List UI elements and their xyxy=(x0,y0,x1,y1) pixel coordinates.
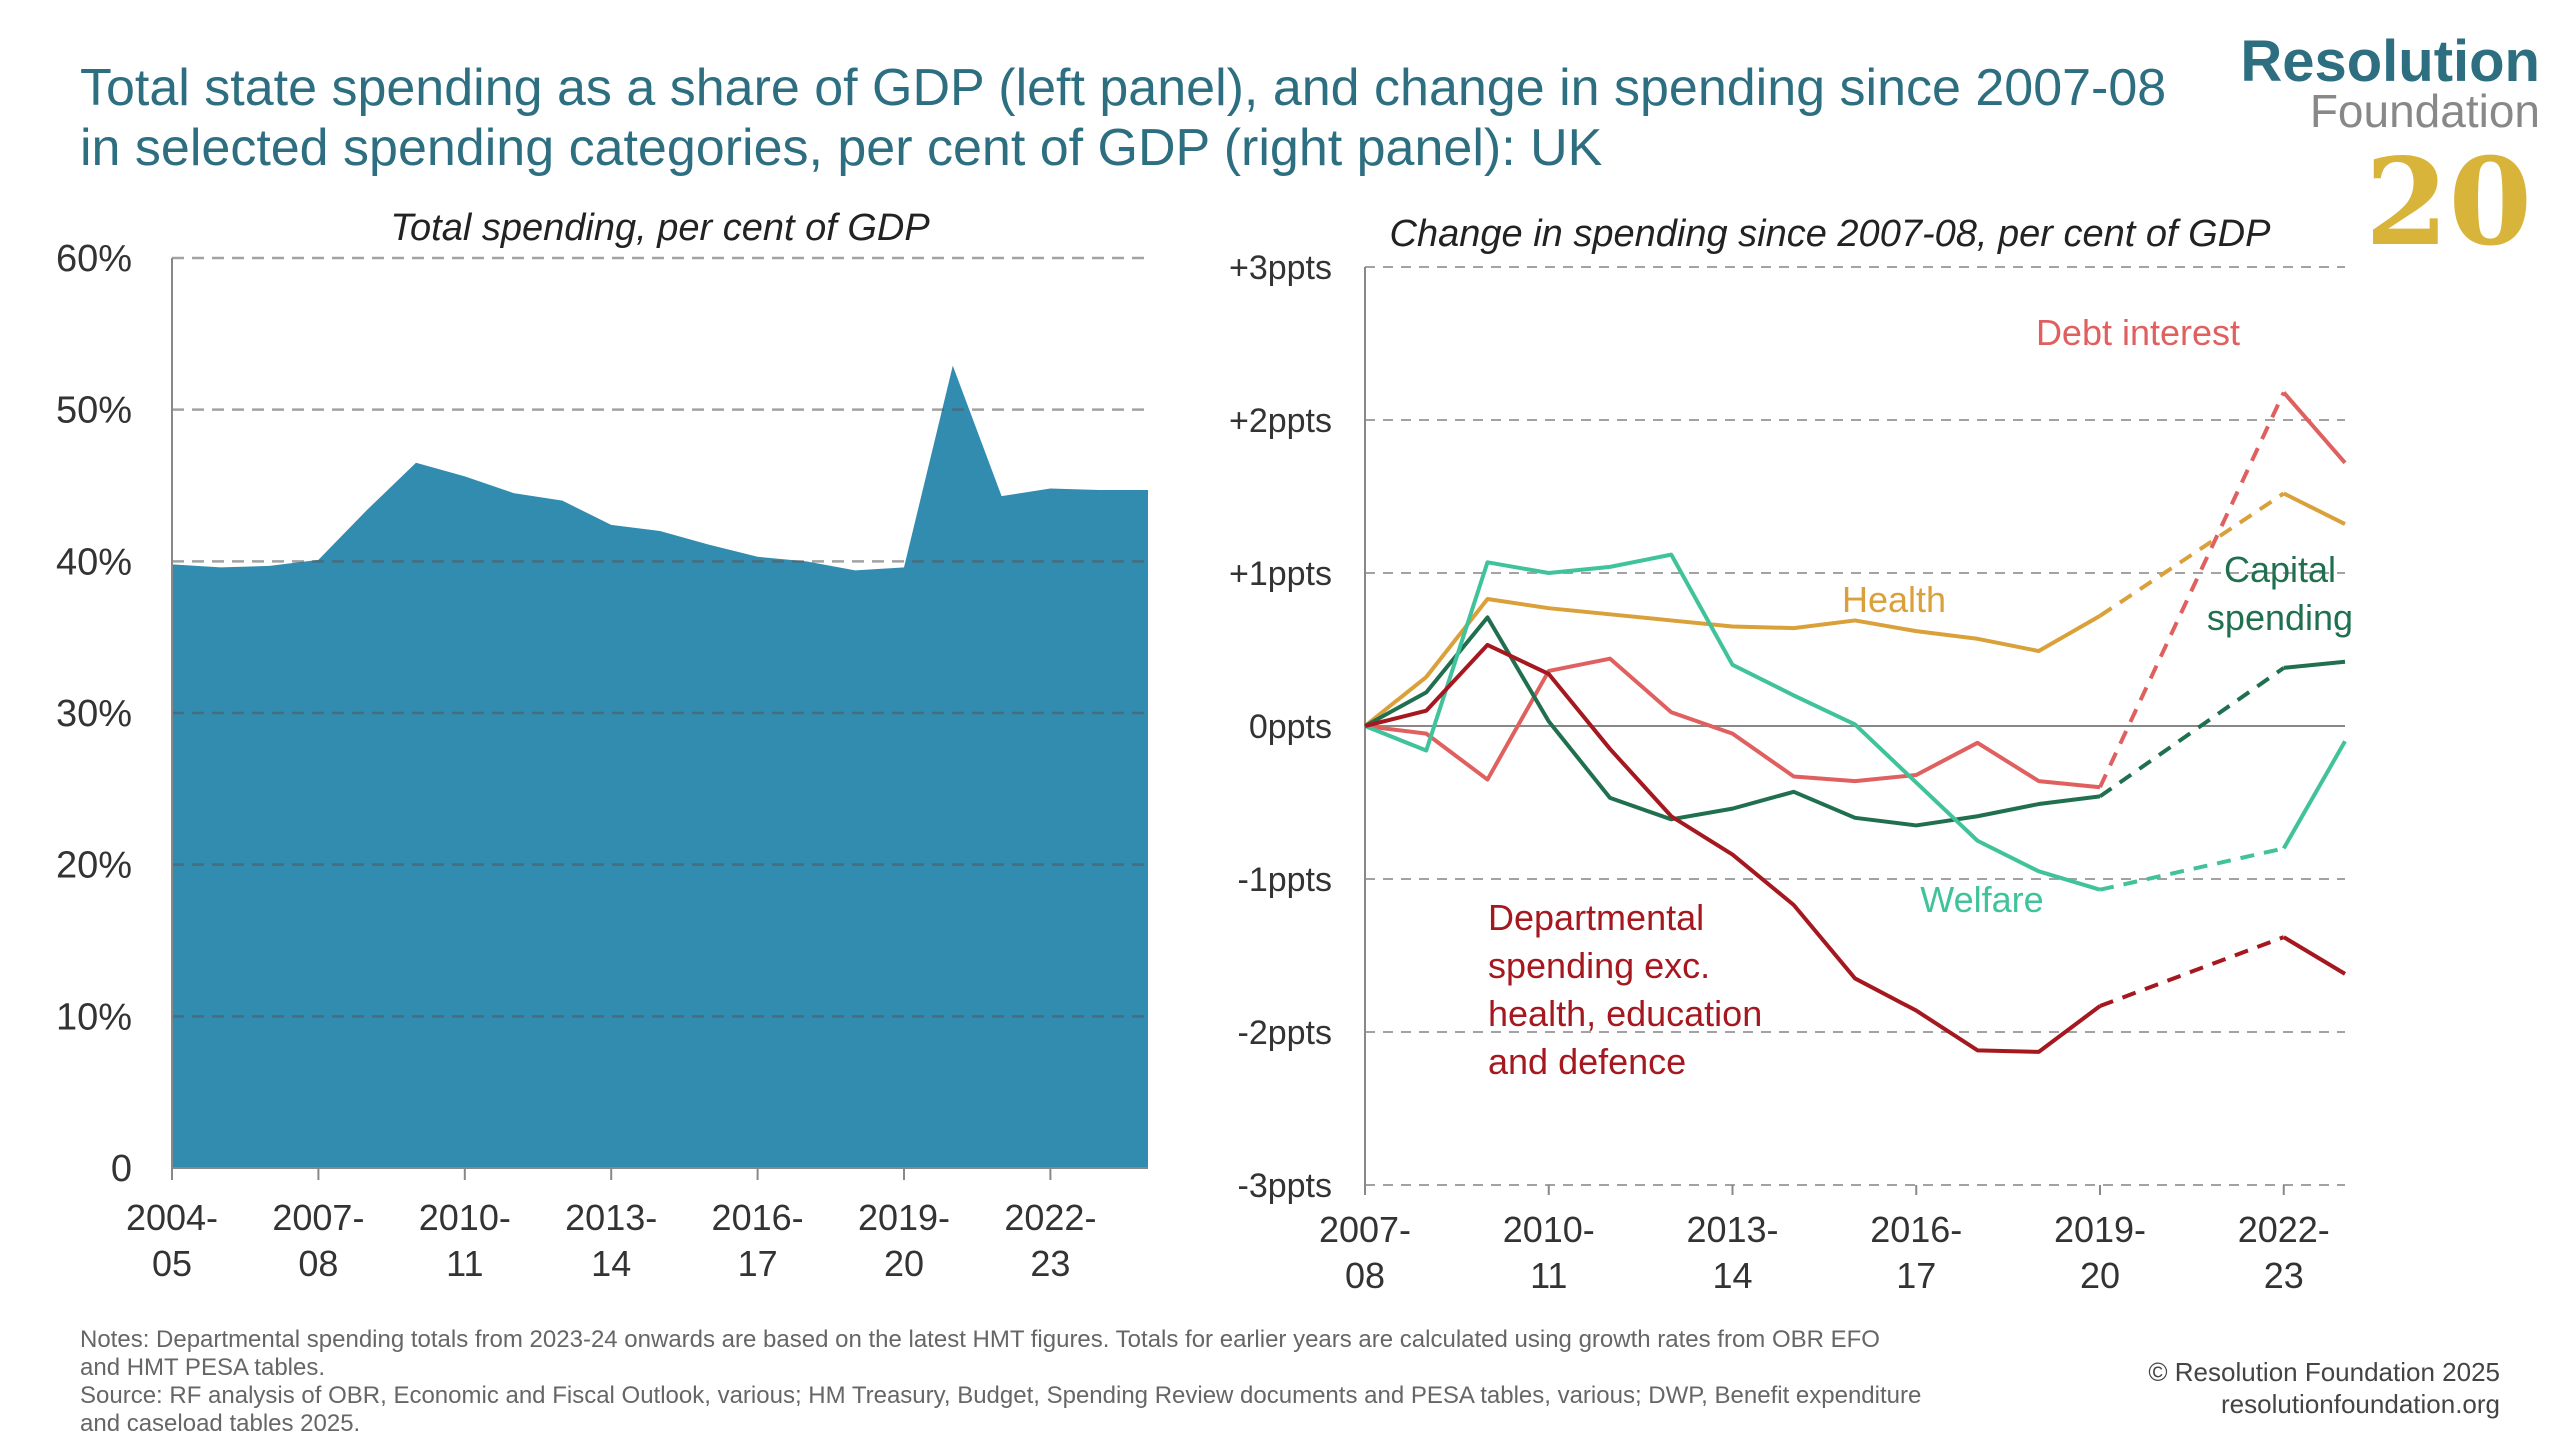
right-x-tick-label: 20 xyxy=(2080,1255,2120,1296)
right-x-tick-label: 17 xyxy=(1896,1255,1936,1296)
total-spending-area xyxy=(172,365,1148,1168)
right-y-tick-label: +1ppts xyxy=(1229,555,1332,593)
health-line-solid xyxy=(1363,597,2101,728)
left-x-tick-label: 20 xyxy=(884,1243,924,1284)
departmental-spending-exc-health-education-and-defence-label: health, education xyxy=(1488,993,1762,1034)
left-x-tick-label: 05 xyxy=(152,1243,192,1284)
left-x-tick-label: 2007- xyxy=(272,1197,364,1238)
resolution-foundation-logo: Resolution Foundation 20 xyxy=(2240,28,2540,273)
credit-block: © Resolution Foundation 2025 resolutionf… xyxy=(2148,1356,2500,1420)
left-y-tick-label: 0 xyxy=(111,1148,132,1190)
left-y-tick-label: 20% xyxy=(56,845,132,887)
right-x-tick-label: 2007- xyxy=(1319,1209,1411,1250)
copyright-text: © Resolution Foundation 2025 xyxy=(2148,1357,2500,1387)
notes-line-1: Notes: Departmental spending totals from… xyxy=(80,1326,1880,1353)
capital-spending-line-solid xyxy=(1364,615,2101,828)
left-x-tick-label: 2004- xyxy=(126,1197,218,1238)
source-line-2: and caseload tables 2025. xyxy=(80,1410,361,1437)
capital-spending-label: Capital xyxy=(2224,549,2336,590)
left-x-tick-label: 14 xyxy=(591,1243,631,1284)
left-y-tick-label: 60% xyxy=(56,238,132,280)
welfare-line-end xyxy=(2282,740,2347,850)
website-text: resolutionfoundation.org xyxy=(2221,1389,2500,1419)
right-x-tick-label: 2013- xyxy=(1686,1209,1778,1250)
right-x-tick-label: 08 xyxy=(1345,1255,1385,1296)
left-x-tick-label: 23 xyxy=(1030,1243,1070,1284)
debt-interest-line-solid xyxy=(1364,656,2101,790)
left-y-tick-label: 30% xyxy=(56,693,132,735)
departmental-spending-exc-health-education-and-defence-label: Departmental xyxy=(1488,897,1704,938)
right-y-tick-label: 0ppts xyxy=(1249,708,1332,746)
left-x-tick-label: 2016- xyxy=(712,1197,804,1238)
departmental-spending-exc-health-education-and-defence-line-dashed xyxy=(2099,935,2285,1008)
health-line-end xyxy=(2282,491,2346,526)
chart-title: Total state spending as a share of GDP (… xyxy=(80,58,2240,178)
health-line-dashed xyxy=(2098,491,2285,618)
debt-interest-line-end xyxy=(2282,391,2347,465)
right-y-tick-label: +3ppts xyxy=(1229,249,1332,287)
left-y-tick-label: 10% xyxy=(56,996,132,1038)
logo-line-2: Foundation xyxy=(2309,85,2540,137)
welfare-label: Welfare xyxy=(1920,879,2043,920)
title-line-1: Total state spending as a share of GDP (… xyxy=(80,59,2167,117)
debt-interest-label: Debt interest xyxy=(2036,312,2240,353)
right-x-tick-label: 2019- xyxy=(2054,1209,2146,1250)
right-y-tick-label: +2ppts xyxy=(1229,402,1332,440)
capital-spending-line-dashed xyxy=(2098,666,2285,799)
right-y-tick-label: -2ppts xyxy=(1238,1014,1333,1052)
right-x-tick-label: 2022- xyxy=(2238,1209,2330,1250)
logo-line-1: Resolution xyxy=(2240,29,2540,94)
welfare-line-solid xyxy=(1364,552,2101,892)
right-x-tick-label: 2016- xyxy=(1870,1209,1962,1250)
right-x-tick-label: 2010- xyxy=(1503,1209,1595,1250)
departmental-spending-exc-health-education-and-defence-line-solid xyxy=(1364,642,2102,1054)
right-y-tick-label: -1ppts xyxy=(1238,861,1333,899)
left-y-tick-label: 40% xyxy=(56,541,132,583)
right-panel-title: Change in spending since 2007-08, per ce… xyxy=(1390,213,2272,255)
notes-block: Notes: Departmental spending totals from… xyxy=(80,1326,2130,1438)
debt-interest-line-dashed xyxy=(2098,391,2286,789)
capital-spending-label: spending xyxy=(2207,597,2353,638)
right-y-tick-label: -3ppts xyxy=(1238,1167,1333,1205)
anniversary-20-logo: 20 xyxy=(2365,132,2532,273)
left-y-tick-label: 50% xyxy=(56,390,132,432)
title-line-2: in selected spending categories, per cen… xyxy=(80,119,1603,177)
welfare-line-dashed xyxy=(2099,846,2285,892)
departmental-spending-exc-health-education-and-defence-label: spending exc. xyxy=(1488,945,1710,986)
left-x-tick-label: 2022- xyxy=(1004,1197,1096,1238)
left-x-tick-label: 2010- xyxy=(419,1197,511,1238)
capital-spending-line-end xyxy=(2283,659,2346,670)
left-x-tick-label: 2013- xyxy=(565,1197,657,1238)
right-x-tick-label: 23 xyxy=(2264,1255,2304,1296)
left-x-tick-label: 17 xyxy=(738,1243,778,1284)
left-x-tick-label: 11 xyxy=(446,1243,483,1284)
left-x-tick-label: 2019- xyxy=(858,1197,950,1238)
departmental-spending-exc-health-education-and-defence-line-end xyxy=(2282,935,2347,976)
right-x-tick-label: 11 xyxy=(1530,1255,1567,1296)
left-panel-title: Total spending, per cent of GDP xyxy=(390,207,930,249)
left-x-tick-label: 08 xyxy=(298,1243,338,1284)
notes-line-2: and HMT PESA tables. xyxy=(80,1354,326,1381)
right-x-tick-label: 14 xyxy=(1712,1255,1752,1296)
health-label: Health xyxy=(1842,579,1946,620)
departmental-spending-exc-health-education-and-defence-label: and defence xyxy=(1488,1041,1686,1082)
source-line-1: Source: RF analysis of OBR, Economic and… xyxy=(80,1382,1922,1409)
